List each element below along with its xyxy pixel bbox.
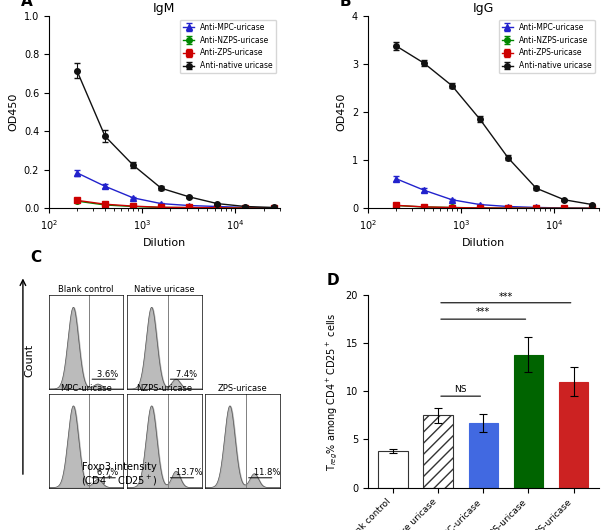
Title: Native uricase: Native uricase — [134, 285, 195, 294]
Title: IgG: IgG — [472, 2, 494, 15]
Bar — [559, 382, 588, 488]
X-axis label: Dilution: Dilution — [143, 237, 186, 248]
Text: 7.4%: 7.4% — [167, 370, 197, 379]
Title: MPC-uricase: MPC-uricase — [60, 384, 112, 393]
Text: ***: *** — [499, 292, 513, 302]
Title: ZPS-uricase: ZPS-uricase — [218, 384, 268, 393]
Text: ***: *** — [476, 307, 491, 317]
Y-axis label: OD450: OD450 — [336, 93, 346, 131]
Title: IgM: IgM — [153, 2, 175, 15]
Y-axis label: T$_{reg}$% among CD4$^+$CD25$^+$ cells: T$_{reg}$% among CD4$^+$CD25$^+$ cells — [324, 312, 340, 471]
X-axis label: Dilution: Dilution — [462, 237, 505, 248]
Text: A: A — [21, 0, 33, 9]
Text: D: D — [326, 273, 338, 288]
Text: Foxp3 intensity
(CD4$^+$ CD25$^+$): Foxp3 intensity (CD4$^+$ CD25$^+$) — [81, 462, 158, 489]
Text: NS: NS — [455, 385, 467, 394]
Text: C: C — [31, 250, 42, 265]
Bar — [423, 416, 453, 488]
Text: 11.8%: 11.8% — [246, 469, 280, 478]
Text: 13.7%: 13.7% — [167, 469, 202, 478]
Title: Blank control: Blank control — [59, 285, 114, 294]
Text: 3.6%: 3.6% — [89, 370, 119, 379]
Y-axis label: OD450: OD450 — [8, 93, 18, 131]
Bar — [469, 423, 498, 488]
Title: NZPS-uricase: NZPS-uricase — [136, 384, 192, 393]
Bar — [514, 355, 543, 488]
Text: Count: Count — [24, 344, 34, 377]
Legend: Anti-MPC-uricase, Anti-NZPS-uricase, Anti-ZPS-uricase, Anti-native uricase: Anti-MPC-uricase, Anti-NZPS-uricase, Ant… — [180, 20, 276, 73]
Text: B: B — [340, 0, 351, 9]
Bar — [378, 451, 408, 488]
Text: 6.7%: 6.7% — [89, 469, 119, 478]
Legend: Anti-MPC-uricase, Anti-NZPS-uricase, Anti-ZPS-uricase, Anti-native uricase: Anti-MPC-uricase, Anti-NZPS-uricase, Ant… — [499, 20, 595, 73]
